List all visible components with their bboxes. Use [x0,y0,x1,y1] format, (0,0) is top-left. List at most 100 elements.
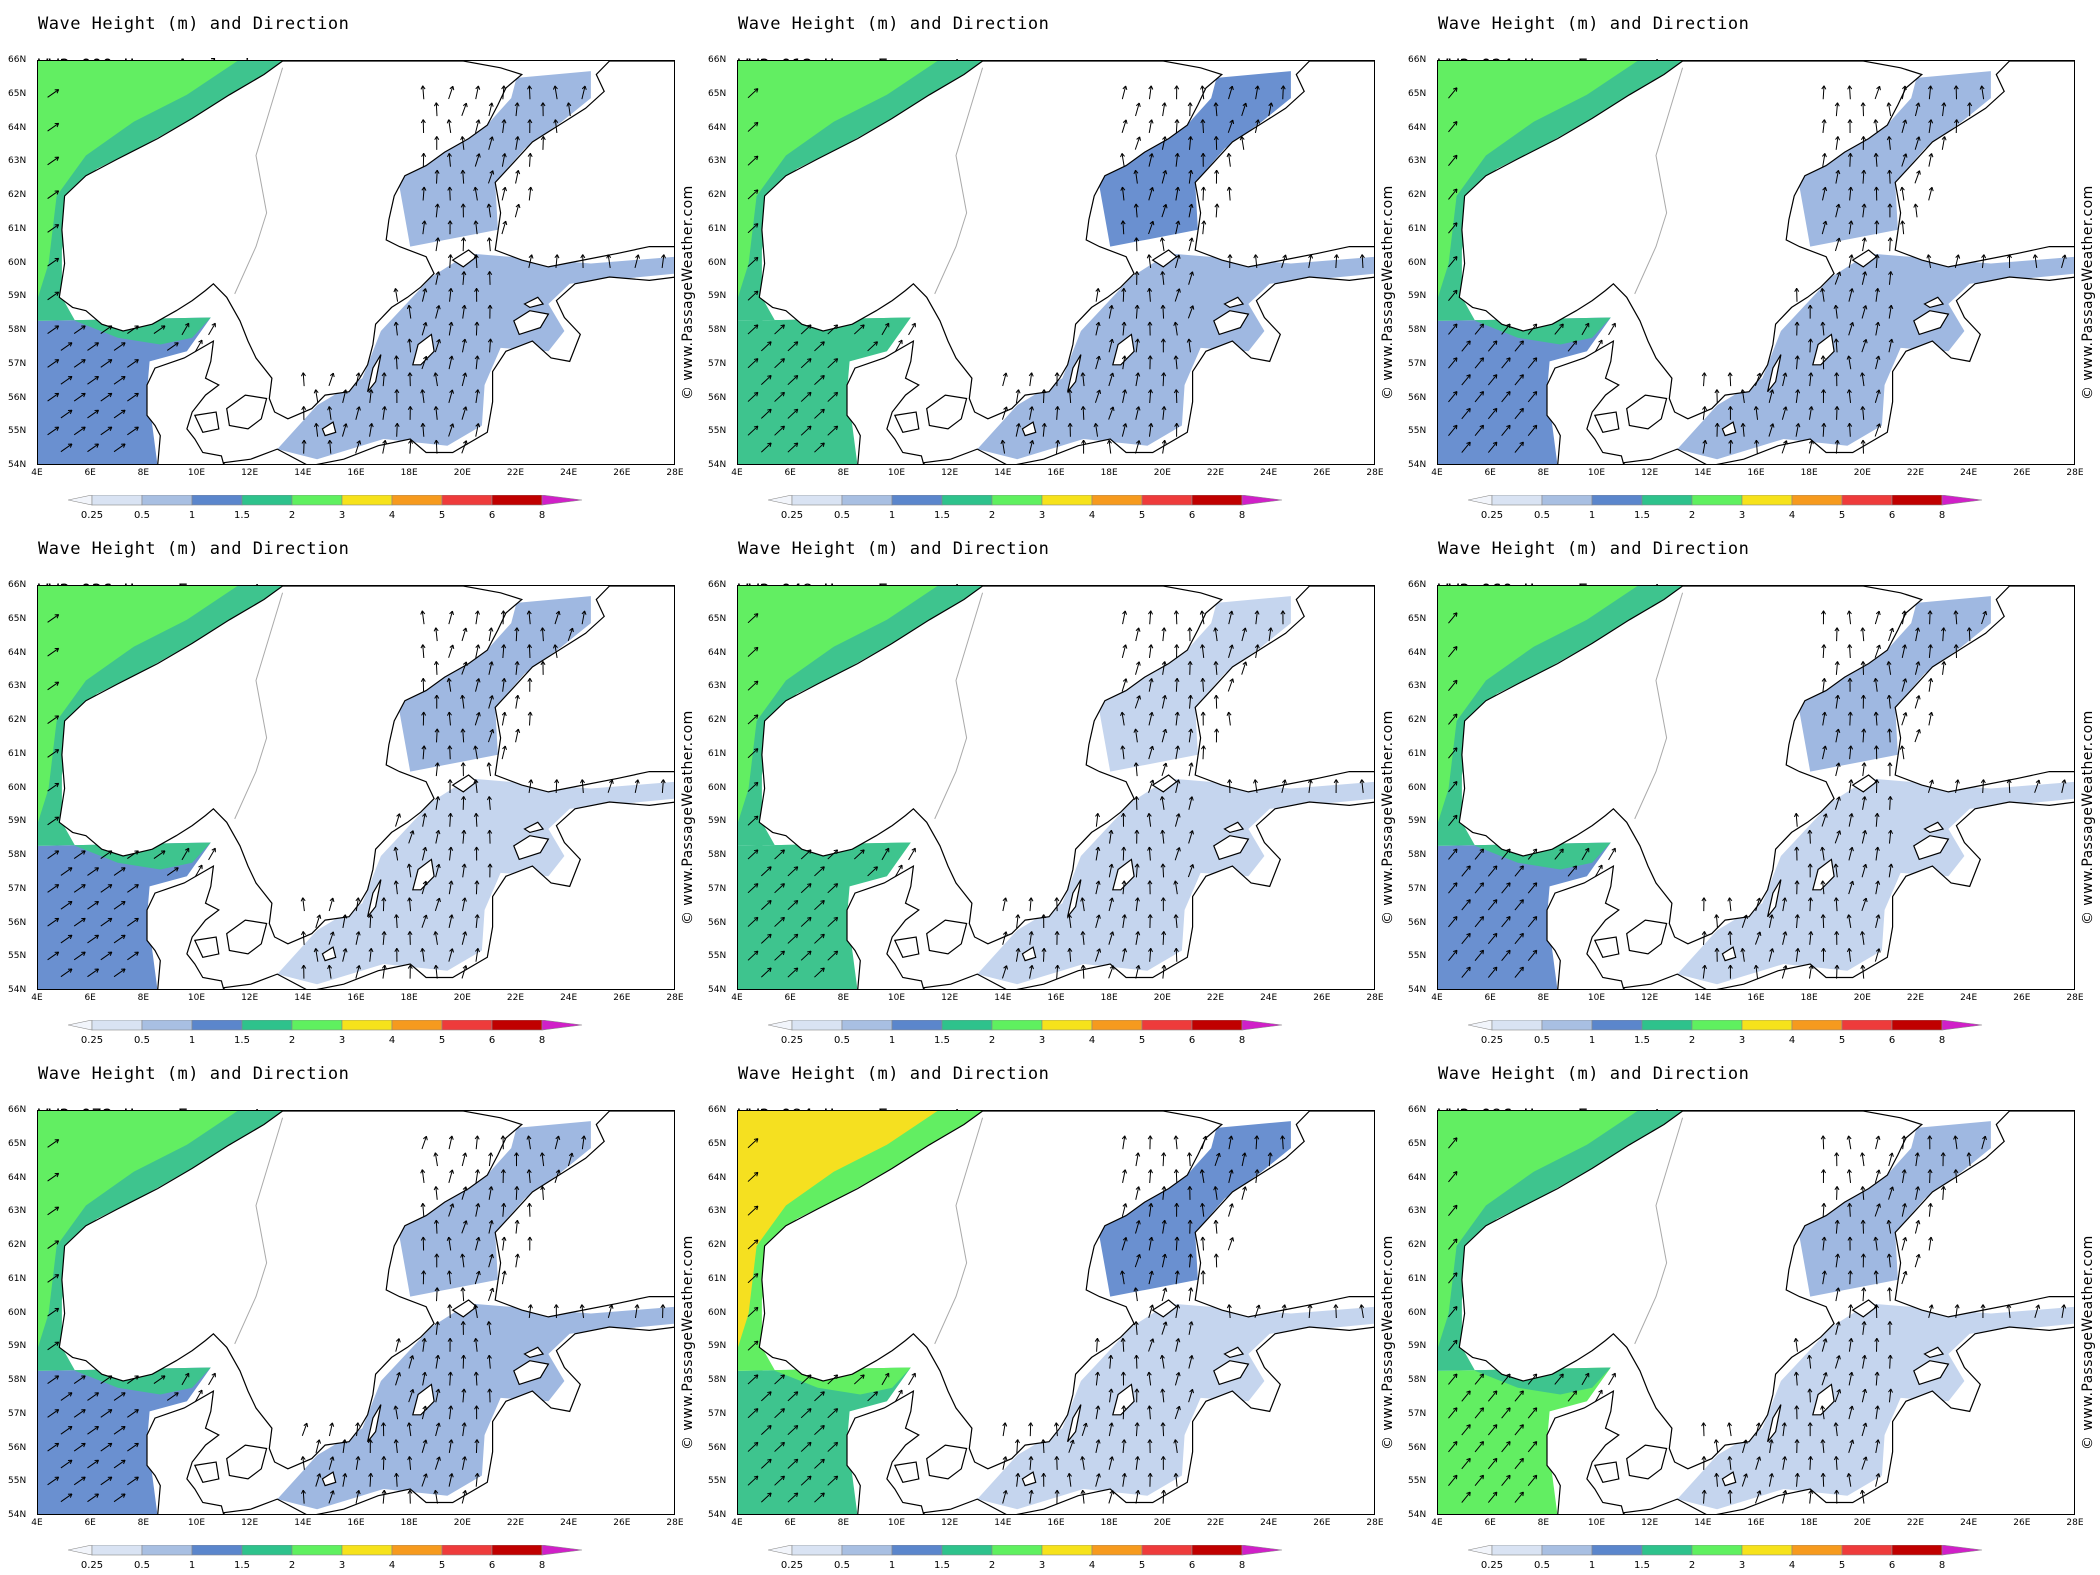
arrow-head [1120,1337,1126,1343]
colorbar-tick-label: 3 [1038,1560,1046,1571]
wave-direction-arrow [515,1253,519,1268]
arrow-head [1807,304,1813,309]
wave-direction-arrow [60,934,73,944]
arrow-head [341,1439,347,1444]
wave-direction-arrow [1902,1135,1905,1150]
colorbar-tick-label: 2 [1688,1560,1696,1571]
arrow-head [94,934,99,940]
wave-direction-arrow [1915,1186,1919,1200]
arrow-head [1847,1270,1853,1275]
arrow-head [1795,948,1801,953]
colorbar-segment [1041,495,1093,506]
arrow-head [1820,321,1826,326]
longitude-label: 12E [1641,1518,1659,1528]
wave-direction-arrow [127,1375,139,1384]
arrow-head [1188,1321,1194,1326]
arrow-head [1848,186,1854,191]
arrow-head [54,647,60,653]
arrow-head [1807,338,1813,343]
wave-direction-arrow [1501,1407,1511,1419]
wave-direction-arrow [1174,288,1180,302]
arrow-head [1466,441,1471,447]
arrow-head [1807,863,1813,868]
wave-direction-arrow [1055,1422,1058,1437]
wave-direction-arrow [774,425,785,436]
wave-direction-arrow [607,254,611,269]
wave-direction-arrow [47,1240,59,1249]
arrow-head [1836,1389,1842,1394]
arrow-head [1756,372,1762,378]
arrow-head [1821,1236,1827,1241]
colorbar-tick-label: 2 [1688,510,1696,521]
arrow-head [1862,897,1868,903]
arrow-head [329,1456,335,1461]
wave-direction-arrow [1281,254,1287,268]
landmass [523,1346,545,1359]
wave-direction-arrow [1188,237,1193,252]
wave-direction-arrow [1514,374,1524,386]
wave-direction-arrow [475,1338,478,1352]
wave-direction-arrow [1862,237,1866,252]
wave-direction-arrow [1254,779,1258,794]
wave-direction-arrow [448,1237,452,1251]
wave-direction-arrow [1448,1339,1458,1352]
longitude-label: 26E [1313,993,1331,1003]
arrow-head [461,1422,467,1427]
arrow-head [342,948,348,953]
wave-direction-arrow [127,1409,139,1418]
wave-direction-arrow [1135,627,1140,642]
wave-direction-arrow [1849,711,1851,726]
wave-direction-arrow [1861,830,1866,844]
wave-direction-arrow [1527,1474,1538,1487]
arrow-head [898,864,903,870]
wave-direction-arrow [787,1391,799,1402]
wave-direction-arrow [1874,644,1881,658]
arrow-head [1108,863,1114,868]
wave-direction-arrow [475,1203,479,1217]
wave-direction-arrow [1268,627,1272,642]
wave-direction-arrow [1042,423,1046,437]
arrow-head [1849,846,1854,852]
wave-direction-arrow [474,153,480,167]
latitude-label: 61N [8,748,27,759]
arrow-head [1173,610,1179,615]
arrow-head [1187,661,1193,666]
arrow-head [1743,1473,1748,1478]
wave-direction-arrow [1875,355,1880,370]
latitude-label: 65N [1408,88,1427,99]
arrow-head [1148,423,1154,428]
wave-direction-arrow [408,1355,414,1369]
arrow-head [1148,1270,1154,1275]
wave-direction-arrow [408,305,412,319]
wave-direction-arrow [474,187,478,201]
wave-direction-arrow [1554,323,1564,335]
arrow-head [313,389,319,394]
landmass [1812,1383,1835,1416]
arrow-head [394,355,400,360]
arrow-head [1282,779,1287,784]
wave-direction-arrow [1029,372,1033,387]
arrow-head [368,423,374,428]
wave-direction-arrow [100,917,113,927]
arrow-head [1492,407,1498,413]
arrow-head [462,1152,468,1157]
arrow-head [394,1472,400,1478]
arrow-head [753,88,759,93]
arrow-head [1611,1372,1616,1378]
arrow-head [409,1388,415,1394]
colorbar-tick-label: 6 [1888,1035,1896,1046]
wave-direction-arrow [1335,1304,1337,1319]
wave-direction-arrow [1227,119,1234,133]
latitude-label: 57N [8,1408,27,1419]
arrow-head [1134,338,1140,343]
wave-direction-arrow [1527,1441,1538,1453]
wave-direction-arrow [1148,423,1152,437]
watermark: © www.PassageWeather.com [1380,1235,1396,1450]
arrow-head [1015,914,1021,919]
wave-direction-arrow [1954,254,1959,268]
wave-direction-arrow [774,950,785,961]
arrow-head [1756,897,1762,903]
wave-direction-arrow [87,1426,99,1435]
wave-direction-arrow [1861,271,1866,285]
arrow-head [435,1388,441,1394]
